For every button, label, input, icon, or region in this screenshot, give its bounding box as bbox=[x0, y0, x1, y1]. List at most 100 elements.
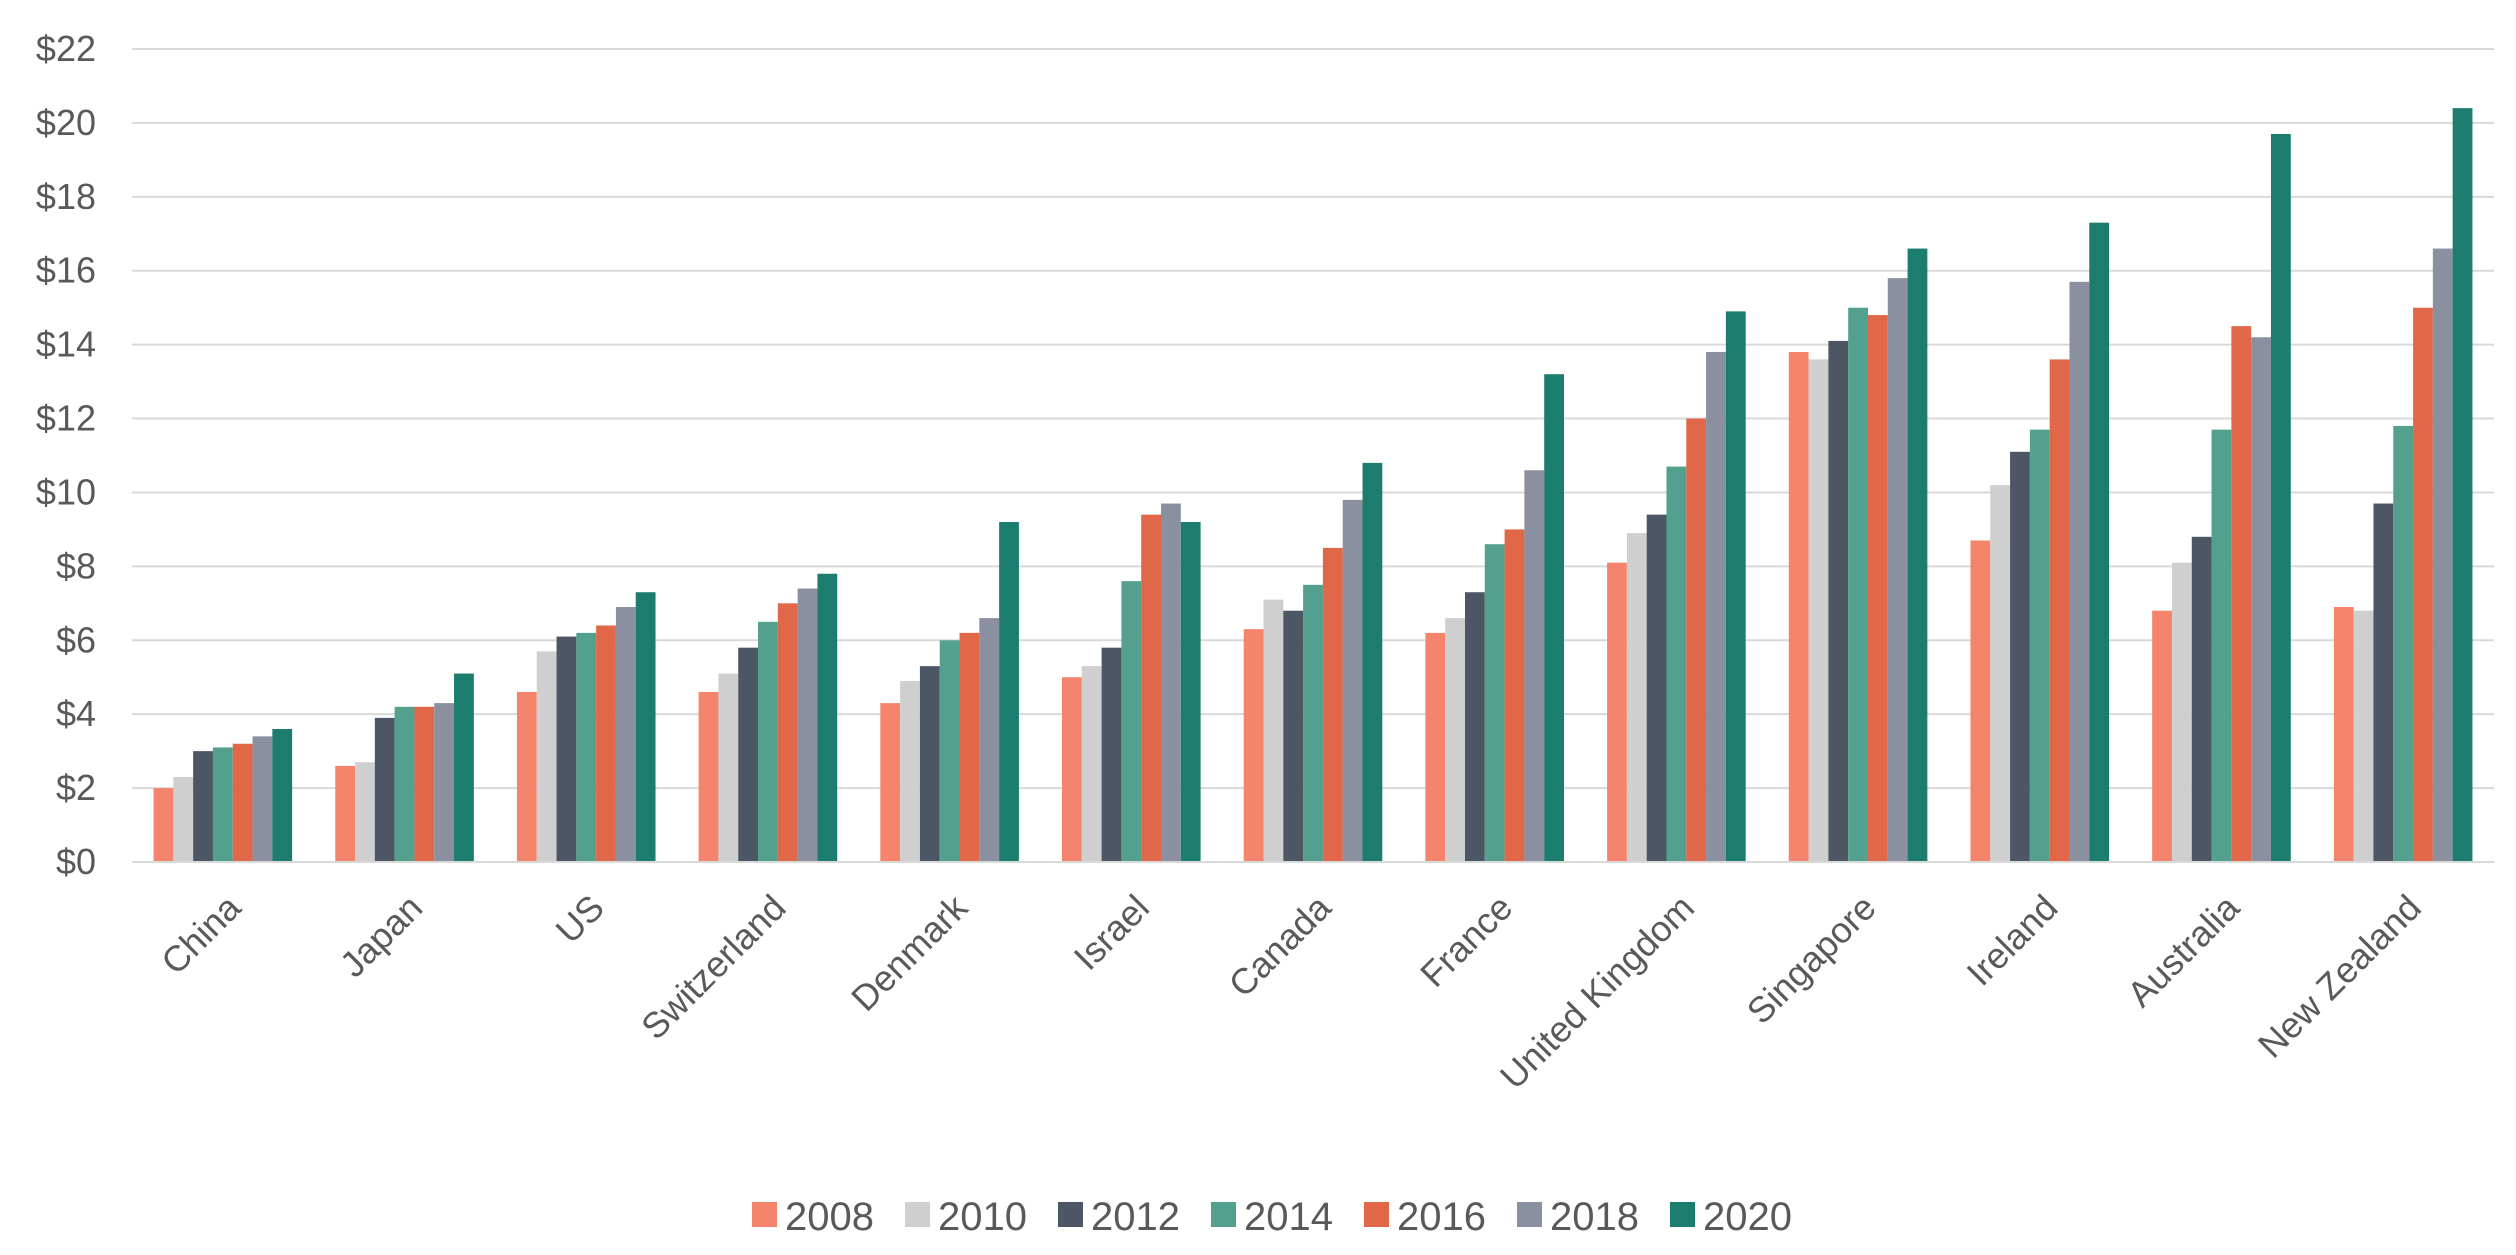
bar-2010-china bbox=[173, 777, 194, 862]
bar-2018-us bbox=[615, 607, 636, 862]
bar-2010-japan bbox=[355, 762, 375, 862]
y-tick-label: $2 bbox=[56, 767, 96, 808]
y-tick-label: $10 bbox=[36, 471, 96, 512]
category-label: Japan bbox=[332, 887, 430, 985]
bars bbox=[153, 108, 2473, 863]
y-axis-tick-labels: $0 $2 $4 $6 $8 $10 $12 $14 $16 $18 $20 $22 bbox=[36, 28, 96, 882]
y-tick-label: $18 bbox=[36, 176, 96, 217]
bar-2018-france bbox=[1524, 470, 1545, 862]
bar-2008-ireland bbox=[1970, 540, 1991, 862]
bar-2014-australia bbox=[2211, 429, 2232, 862]
legend-swatch-2012 bbox=[1058, 1202, 1083, 1227]
bar-2020-japan bbox=[454, 673, 474, 862]
bar-2010-new-zealand bbox=[2353, 610, 2374, 862]
category-label: Singapore bbox=[1739, 887, 1884, 1032]
bar-2008-japan bbox=[335, 765, 356, 862]
legend-swatch-2008 bbox=[752, 1202, 777, 1227]
bar-2008-new-zealand bbox=[2333, 607, 2354, 862]
category-label: United Kingdom bbox=[1492, 887, 1702, 1097]
y-tick-label: $20 bbox=[36, 102, 96, 143]
bar-2010-australia bbox=[2171, 562, 2192, 862]
bar-2016-united-kingdom bbox=[1686, 418, 1707, 862]
legend-label: 2008 bbox=[785, 1195, 874, 1239]
category-label: New Zealand bbox=[2250, 887, 2429, 1066]
bar-2010-singapore bbox=[1808, 359, 1829, 862]
bar-2012-australia bbox=[2191, 536, 2212, 862]
bar-2018-new-zealand bbox=[2432, 248, 2453, 862]
bar-2010-us bbox=[536, 651, 557, 862]
bar-2012-united-kingdom bbox=[1646, 514, 1667, 862]
bar-2018-china bbox=[252, 736, 273, 862]
bar-2020-australia bbox=[2270, 133, 2291, 862]
bar-2010-israel bbox=[1081, 666, 1102, 862]
bar-2008-australia bbox=[2152, 610, 2172, 862]
bar-2014-us bbox=[576, 632, 597, 862]
bar-2018-united-kingdom bbox=[1706, 352, 1726, 862]
bar-2010-united-kingdom bbox=[1626, 533, 1647, 862]
bar-2008-switzerland bbox=[698, 692, 719, 862]
bar-2012-china bbox=[193, 751, 213, 862]
bar-2020-china bbox=[272, 728, 293, 862]
bar-2016-canada bbox=[1322, 547, 1343, 862]
bar-2010-france bbox=[1445, 618, 1465, 862]
y-tick-label: $6 bbox=[56, 619, 96, 660]
bar-2020-ireland bbox=[2089, 222, 2110, 862]
bar-2018-switzerland bbox=[797, 588, 818, 862]
bar-2008-united-kingdom bbox=[1607, 562, 1627, 862]
bar-2014-france bbox=[1484, 544, 1505, 862]
bar-2008-singapore bbox=[1788, 352, 1809, 862]
bar-2014-ireland bbox=[2029, 429, 2050, 862]
bar-2014-israel bbox=[1121, 581, 1142, 862]
bar-2010-canada bbox=[1263, 599, 1284, 862]
bar-2016-israel bbox=[1141, 514, 1162, 862]
bar-2008-denmark bbox=[880, 703, 901, 862]
category-label: Denmark bbox=[843, 886, 976, 1019]
legend-swatch-2014 bbox=[1211, 1202, 1236, 1227]
bar-2012-canada bbox=[1283, 610, 1304, 862]
bar-2008-israel bbox=[1062, 677, 1082, 862]
bar-2010-ireland bbox=[1990, 485, 2011, 862]
bar-2014-china bbox=[212, 747, 233, 862]
bar-2016-new-zealand bbox=[2413, 307, 2433, 862]
legend-label: 2012 bbox=[1091, 1195, 1180, 1239]
bar-2008-us bbox=[516, 692, 537, 862]
bar-2020-singapore bbox=[1907, 248, 1928, 862]
category-label: Canada bbox=[1220, 886, 1339, 1005]
category-label: Switzerland bbox=[633, 887, 794, 1048]
bar-2016-switzerland bbox=[777, 603, 798, 862]
legend-label: 2014 bbox=[1244, 1195, 1333, 1239]
bar-2018-ireland bbox=[2069, 281, 2090, 863]
bar-2012-switzerland bbox=[738, 647, 759, 862]
bar-2018-australia bbox=[2251, 337, 2271, 862]
bar-2012-new-zealand bbox=[2373, 503, 2394, 862]
category-label: Israel bbox=[1066, 887, 1157, 978]
bar-2020-denmark bbox=[999, 522, 1019, 862]
y-tick-label: $16 bbox=[36, 250, 96, 291]
bar-2014-united-kingdom bbox=[1666, 466, 1687, 862]
y-tick-label: $14 bbox=[36, 324, 96, 365]
legend-label: 2018 bbox=[1550, 1195, 1639, 1239]
y-tick-label: $8 bbox=[56, 545, 96, 586]
bar-2014-japan bbox=[394, 706, 415, 862]
bar-2020-france bbox=[1544, 374, 1564, 862]
bar-2012-israel bbox=[1101, 647, 1122, 862]
bar-2008-france bbox=[1425, 632, 1446, 862]
bar-2020-israel bbox=[1180, 522, 1201, 862]
bar-2012-singapore bbox=[1828, 340, 1849, 862]
bar-2018-japan bbox=[434, 703, 455, 862]
bar-2016-us bbox=[596, 625, 616, 862]
bar-2010-switzerland bbox=[718, 673, 739, 862]
bar-2020-switzerland bbox=[817, 573, 838, 862]
category-label: US bbox=[548, 887, 612, 951]
legend-swatch-2010 bbox=[905, 1202, 930, 1227]
bar-2020-united-kingdom bbox=[1725, 311, 1746, 862]
bar-2020-canada bbox=[1362, 462, 1383, 862]
legend: 2008 2010 2012 2014 2016 2018 2020 bbox=[752, 1195, 1792, 1239]
bar-2018-singapore bbox=[1887, 278, 1908, 863]
bar-2016-singapore bbox=[1867, 315, 1888, 862]
bar-2018-denmark bbox=[979, 618, 1000, 862]
bar-2020-new-zealand bbox=[2452, 108, 2473, 863]
y-tick-label: $0 bbox=[56, 841, 96, 882]
bar-2014-singapore bbox=[1848, 307, 1868, 862]
legend-label: 2010 bbox=[938, 1195, 1027, 1239]
